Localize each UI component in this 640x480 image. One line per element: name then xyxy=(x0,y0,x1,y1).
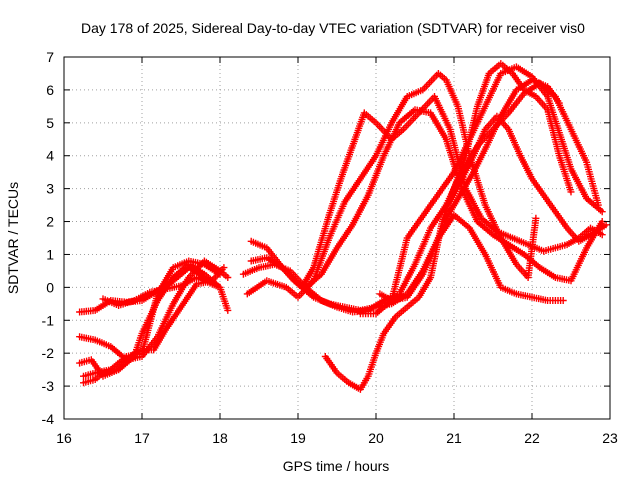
x-tick-label: 22 xyxy=(524,430,540,446)
y-tick-label: 1 xyxy=(46,246,54,262)
y-tick-label: -4 xyxy=(42,411,55,427)
x-tick-label: 16 xyxy=(56,430,72,446)
y-tick-label: -1 xyxy=(42,312,55,328)
y-tick-label: 4 xyxy=(46,148,54,164)
chart-title: Day 178 of 2025, Sidereal Day-to-day VTE… xyxy=(81,20,585,36)
x-tick-label: 17 xyxy=(134,430,150,446)
x-tick-label: 21 xyxy=(446,430,462,446)
series-markers xyxy=(446,112,610,245)
data-markers xyxy=(76,60,610,393)
y-tick-label: 5 xyxy=(46,115,54,131)
y-tick-label: -3 xyxy=(42,378,55,394)
x-tick-label: 18 xyxy=(212,430,228,446)
series-markers xyxy=(356,63,606,318)
x-tick-label: 19 xyxy=(290,430,306,446)
series-markers xyxy=(321,60,575,393)
series-track-f xyxy=(99,274,224,309)
y-tick-label: 6 xyxy=(46,82,54,98)
plot-frame xyxy=(63,56,611,420)
series-track-o xyxy=(376,211,567,304)
series-track-k xyxy=(321,60,575,393)
y-tick-label: 3 xyxy=(46,181,54,197)
x-axis-label: GPS time / hours xyxy=(283,458,390,474)
series-track-e xyxy=(80,260,220,387)
x-tick-label: 20 xyxy=(368,430,384,446)
series-track-n xyxy=(446,112,610,245)
y-tick-label: 2 xyxy=(46,214,54,230)
series-markers xyxy=(376,211,567,304)
y-tick-label: 7 xyxy=(46,49,54,65)
x-tick-label: 23 xyxy=(602,430,618,446)
series-markers xyxy=(99,274,224,309)
y-axis-label: SDTVAR / TECUs xyxy=(5,182,21,294)
y-tick-label: 0 xyxy=(46,279,54,295)
series-track-m xyxy=(356,63,606,318)
y-tick-label: -2 xyxy=(42,345,55,361)
series-markers xyxy=(80,260,220,387)
